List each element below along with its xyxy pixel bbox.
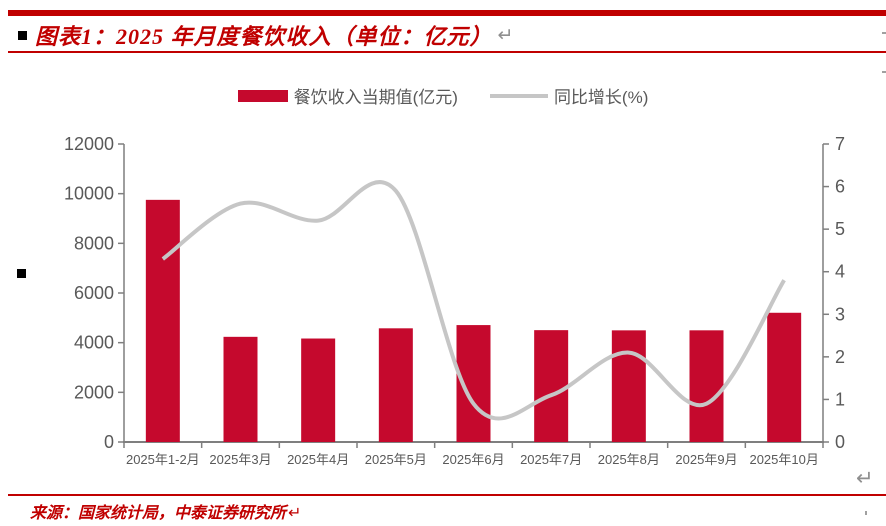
legend-item-revenue: 餐饮收入当期值(亿元) xyxy=(237,83,458,108)
chart-header: 图表1：2025 年月度餐饮收入（单位：亿元） ↵ xyxy=(18,19,513,51)
x-axis-label: 2025年4月 xyxy=(287,452,349,467)
left-axis-label: 10000 xyxy=(64,184,114,204)
bar-2025年9月 xyxy=(689,330,724,442)
source-text: 来源：国家统计局，中泰证券研究所 xyxy=(30,505,287,522)
bar-series-swatch xyxy=(237,89,288,102)
return-mark-icon: ↵ xyxy=(288,503,302,522)
x-axis-label: 2025年3月 xyxy=(209,452,271,467)
x-axis-label: 2025年6月 xyxy=(442,452,504,467)
bar-series-label: 餐饮收入当期值(亿元) xyxy=(293,88,458,107)
x-axis-label: 2025年1-2月 xyxy=(126,452,200,467)
growth-line xyxy=(161,180,786,421)
left-axis-label: 0 xyxy=(104,432,114,452)
title-divider xyxy=(8,51,886,53)
line-series-swatch xyxy=(489,93,548,98)
left-axis-label: 8000 xyxy=(74,233,114,253)
x-axis-label: 2025年8月 xyxy=(598,452,660,467)
bar-2025年8月 xyxy=(611,330,646,442)
right-axis-label: 7 xyxy=(835,134,845,154)
line-series-label: 同比增长(%) xyxy=(553,88,649,107)
chart-canvas: 0 2000 4000 6000 8000 10000 12000 0 1 2 3 4 5 6 7 2025年… xyxy=(64,134,845,467)
stray-bullet-square xyxy=(17,269,26,278)
x-axis-label: 2025年10月 xyxy=(749,452,818,467)
page-edge-mark xyxy=(882,32,886,34)
bar-2025年5月 xyxy=(378,328,413,442)
x-axis-label: 2025年5月 xyxy=(365,452,427,467)
left-axis-label: 12000 xyxy=(64,134,114,154)
right-axis-label: 6 xyxy=(835,177,845,197)
page-edge-mark xyxy=(865,511,867,515)
footer-divider xyxy=(8,494,886,496)
right-axis-label: 4 xyxy=(835,262,845,282)
top-divider xyxy=(8,10,886,16)
source-note: 来源：国家统计局，中泰证券研究所 ↵ xyxy=(30,499,301,523)
x-axis-label: 2025年7月 xyxy=(520,452,582,467)
return-mark-icon: ↵ xyxy=(856,466,874,490)
chart-legend: 餐饮收入当期值(亿元) 同比增长(%) xyxy=(0,83,886,108)
right-axis-label: 2 xyxy=(835,347,845,367)
left-axis-label: 2000 xyxy=(74,382,114,402)
right-axis-label: 3 xyxy=(835,304,845,324)
legend-item-growth: 同比增长(%) xyxy=(489,83,649,108)
left-axis-label: 4000 xyxy=(74,333,114,353)
right-axis-label: 1 xyxy=(835,389,845,409)
bar-2025年7月 xyxy=(534,330,569,442)
bar-2025年10月 xyxy=(767,312,802,442)
bar-2025年3月 xyxy=(223,336,258,442)
bar-2025年1-2月 xyxy=(145,199,180,442)
bullet-square-icon xyxy=(18,30,27,40)
page-edge-mark xyxy=(882,71,886,73)
left-axis-label: 6000 xyxy=(74,283,114,303)
bar-2025年4月 xyxy=(301,338,336,442)
right-axis-label: 5 xyxy=(835,219,845,239)
right-axis-label: 0 xyxy=(835,432,845,452)
chart-title: 图表1：2025 年月度餐饮收入（单位：亿元） xyxy=(35,24,493,49)
return-mark-icon: ↵ xyxy=(497,24,514,46)
x-axis-label: 2025年9月 xyxy=(675,452,737,467)
